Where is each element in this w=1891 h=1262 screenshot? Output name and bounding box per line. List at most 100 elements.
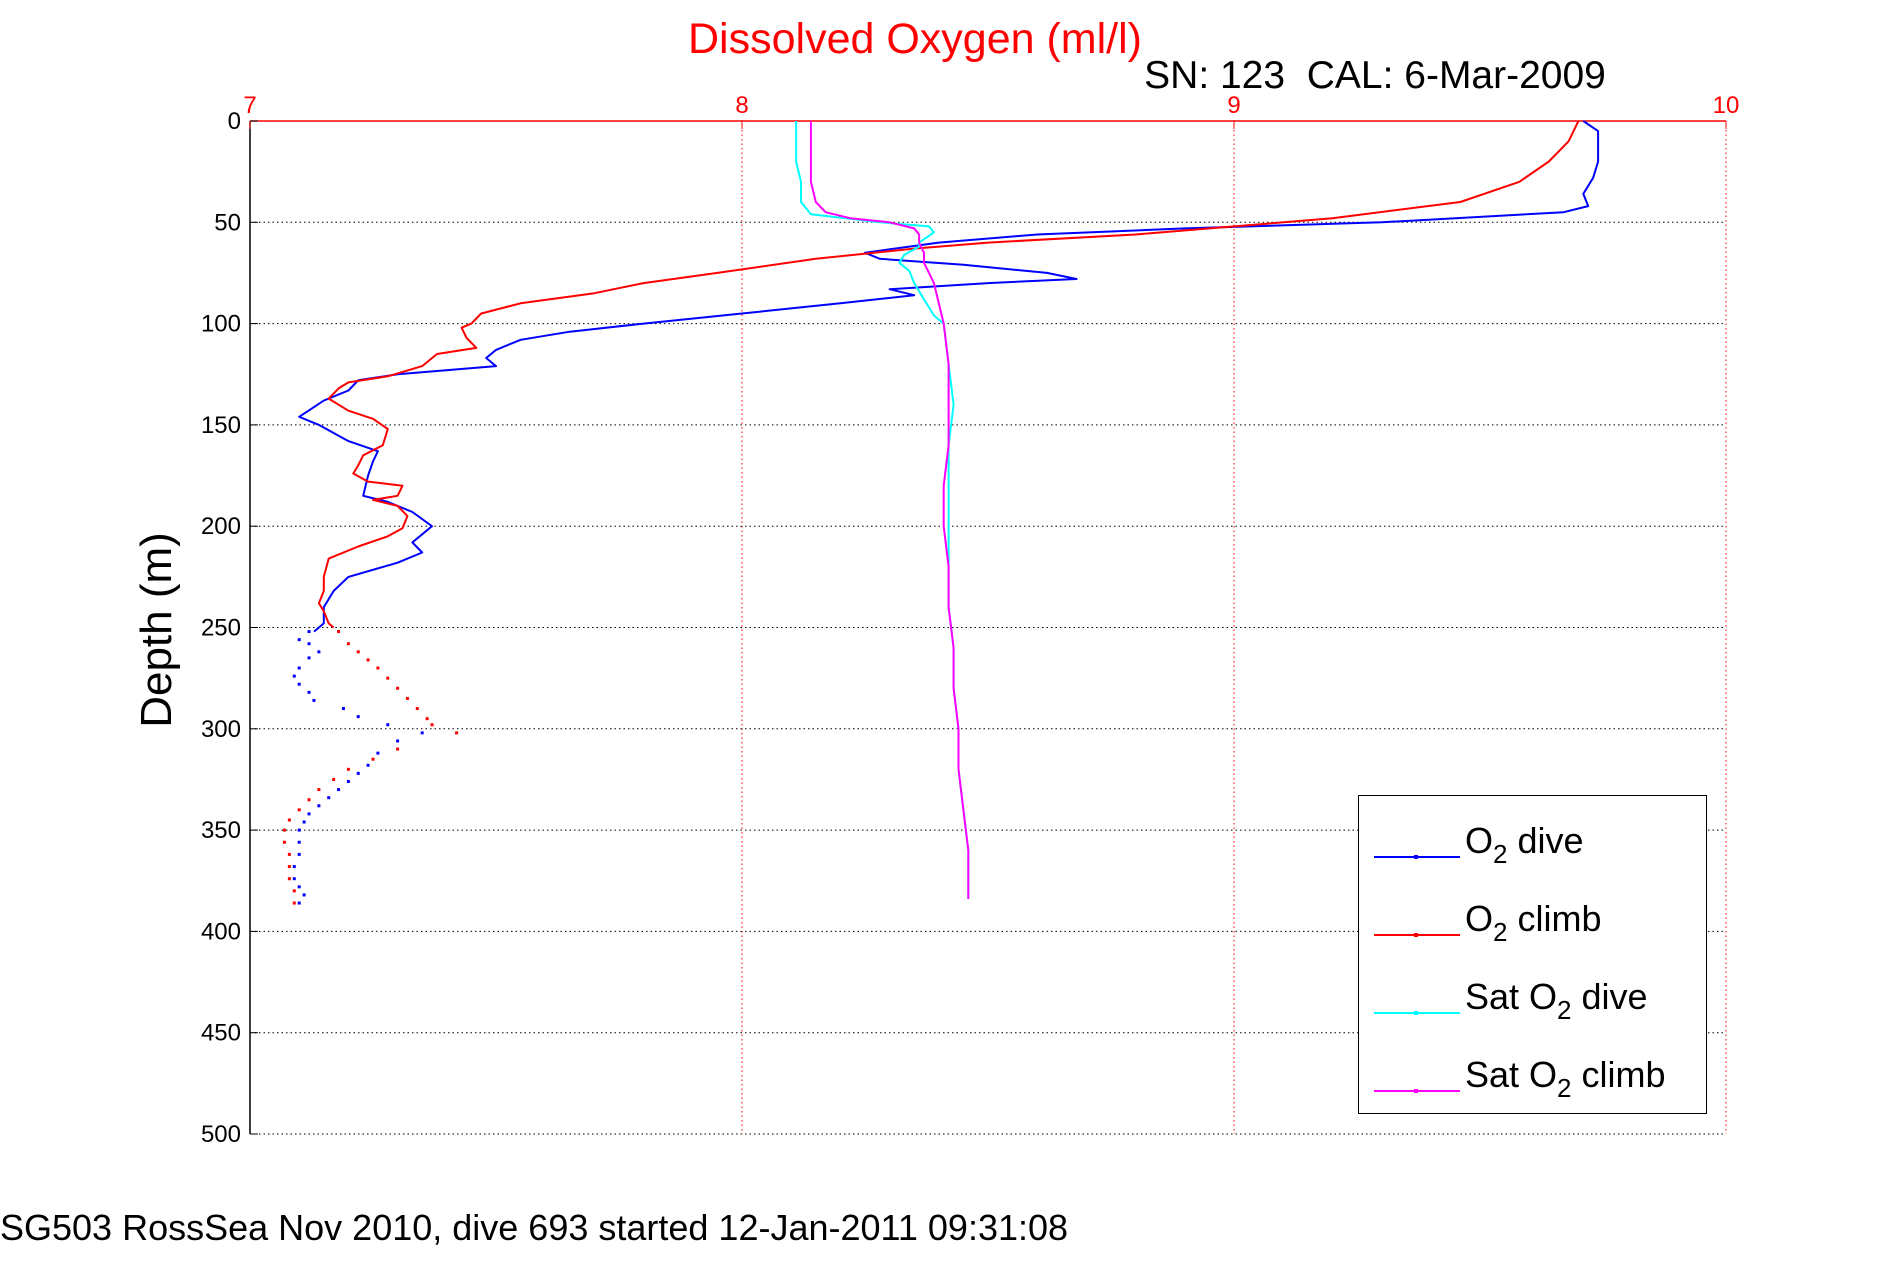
x-tick-label: 7 [243, 92, 256, 119]
data-point [317, 788, 321, 792]
data-point [292, 865, 296, 869]
x-tick-label: 8 [735, 92, 748, 119]
footer-caption: SG503 RossSea Nov 2010, dive 693 started… [0, 1207, 1069, 1248]
data-point [455, 731, 459, 735]
data-point [346, 779, 350, 783]
data-point [420, 731, 424, 735]
data-point [287, 852, 291, 856]
y-tick-label: 350 [201, 817, 241, 844]
y-tick-label: 500 [201, 1121, 241, 1148]
y-tick-label: 150 [201, 412, 241, 439]
y-tick-label: 450 [201, 1020, 241, 1047]
data-point [405, 696, 409, 700]
series-line-3 [809, 121, 970, 899]
data-point [307, 630, 311, 634]
y-tick-label: 100 [201, 311, 241, 338]
data-point [307, 656, 311, 660]
data-point [292, 674, 296, 678]
data-point [297, 666, 301, 670]
legend-label: Sat O2 climb [1465, 1054, 1666, 1103]
y-axis: 0 50 100 150 200 250 300 350 400 450 500 [201, 108, 258, 1148]
legend-item: O2 dive [1359, 814, 1706, 874]
data-point [356, 771, 360, 775]
data-point [287, 865, 291, 869]
data-point [287, 818, 291, 822]
data-point [297, 852, 301, 856]
data-point [346, 767, 350, 771]
data-point [317, 804, 321, 808]
data-point [337, 630, 341, 634]
y-axis-label: Depth (m) [132, 532, 181, 728]
data-point [327, 796, 331, 800]
data-point [297, 828, 301, 832]
data-point [292, 901, 296, 905]
data-point [332, 777, 336, 781]
data-point [396, 739, 400, 743]
chart-subtitle: SN: 123 CAL: 6-Mar-2009 [1144, 54, 1606, 97]
chart-title: Dissolved Oxygen (ml/l) [688, 15, 1142, 63]
data-point [297, 901, 301, 905]
data-point [312, 698, 316, 702]
data-point [282, 828, 286, 832]
y-tick-label: 250 [201, 615, 241, 642]
legend-item: O2 climb [1359, 892, 1706, 952]
y-tick-label: 300 [201, 716, 241, 743]
data-point [302, 820, 306, 824]
data-point [356, 715, 360, 719]
data-point [366, 763, 370, 767]
series-line-1 [317, 120, 1580, 629]
y-tick-label: 50 [214, 209, 241, 236]
data-point [297, 808, 301, 812]
series-line-2 [795, 121, 970, 899]
data-point [307, 798, 311, 802]
legend-swatch [1374, 933, 1460, 937]
data-point [297, 840, 301, 844]
legend-swatch [1374, 1011, 1460, 1015]
data-point [415, 707, 419, 711]
series-layer [282, 120, 1600, 905]
data-point [430, 723, 434, 727]
legend-swatch [1374, 855, 1460, 859]
data-point [297, 638, 301, 642]
data-point [341, 707, 345, 711]
data-point [371, 757, 375, 761]
legend-label: O2 climb [1465, 898, 1602, 947]
data-point [425, 717, 429, 721]
data-point [297, 682, 301, 686]
series-dots-0 [292, 630, 424, 905]
data-point [302, 893, 306, 897]
legend-swatch [1374, 1089, 1460, 1093]
data-point [307, 812, 311, 816]
series-line-0 [298, 120, 1600, 633]
data-point [292, 889, 296, 893]
data-point [396, 747, 400, 751]
data-point [282, 840, 286, 844]
legend-item: Sat O2 dive [1359, 970, 1706, 1030]
data-point [297, 885, 301, 889]
x-tick-label: 10 [1713, 92, 1740, 119]
data-point [346, 642, 350, 646]
data-point [366, 658, 370, 662]
x-axis: 7 8 9 10 [243, 92, 1739, 129]
data-point [307, 642, 311, 646]
data-point [287, 877, 291, 881]
data-point [337, 788, 341, 792]
legend-item: Sat O2 climb [1359, 1048, 1706, 1108]
data-point [307, 690, 311, 694]
legend-label: O2 dive [1465, 820, 1584, 869]
data-point [396, 686, 400, 690]
data-point [376, 666, 380, 670]
data-point [317, 650, 321, 654]
data-point [386, 676, 390, 680]
y-tick-label: 0 [228, 108, 241, 135]
data-point [376, 751, 380, 755]
x-tick-label: 9 [1227, 92, 1240, 119]
y-tick-label: 400 [201, 918, 241, 945]
data-point [292, 877, 296, 881]
y-tick-label: 200 [201, 513, 241, 540]
legend-label: Sat O2 dive [1465, 976, 1648, 1025]
legend: O2 dive O2 climb Sat O2 dive Sat O2 climb [1358, 795, 1707, 1114]
data-point [356, 650, 360, 654]
data-point [386, 723, 390, 727]
series-dots-1 [282, 630, 459, 905]
